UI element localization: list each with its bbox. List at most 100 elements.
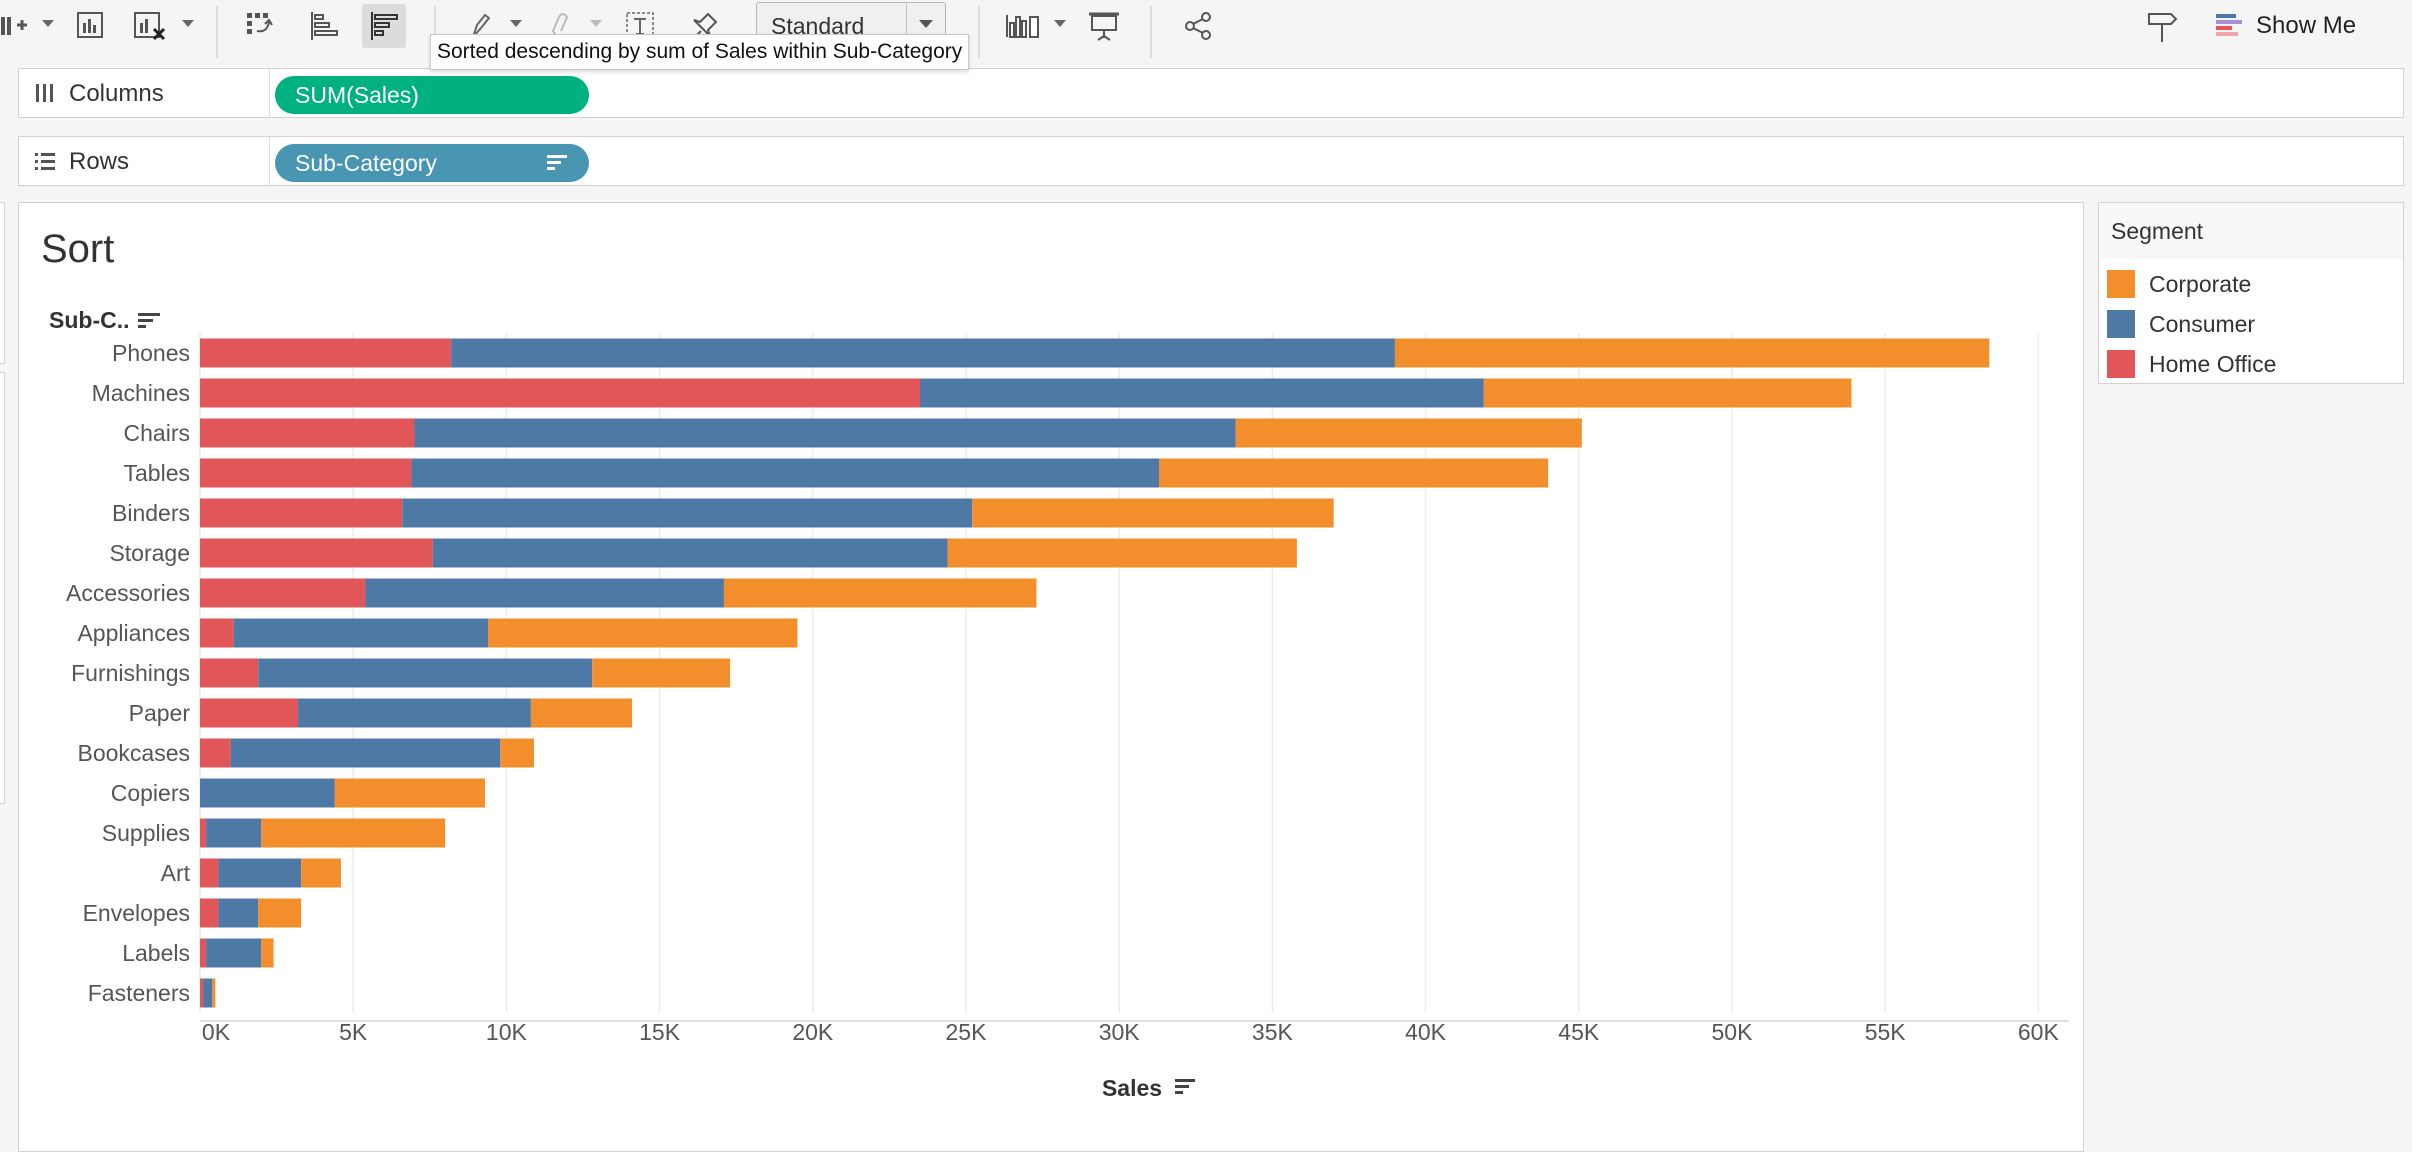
x-tick-label: 50K (1711, 1019, 1753, 1045)
legend-label: Home Office (2149, 350, 2277, 377)
bar-consumer (365, 578, 724, 608)
show-me-button[interactable]: Show Me (2214, 8, 2356, 44)
swap-rows-columns-icon[interactable] (238, 4, 282, 48)
category-label: Paper (129, 700, 191, 726)
left-pane-edge (0, 372, 5, 804)
bar-consumer (432, 538, 948, 568)
rows-shelf[interactable]: Rows Sub-Category (18, 136, 2404, 186)
bar-corporate (1394, 338, 1990, 368)
rows-label: Rows (69, 148, 130, 175)
bar-corporate (1483, 378, 1852, 408)
bar-corporate (530, 698, 633, 728)
x-tick-label: 35K (1252, 1019, 1294, 1045)
bar-home-office (200, 978, 204, 1008)
category-label: Tables (124, 460, 190, 486)
bar-consumer (233, 618, 489, 648)
legend-swatch (2107, 310, 2135, 338)
category-label: Storage (109, 540, 190, 566)
bar-home-office (200, 738, 231, 768)
signpost-icon[interactable] (2140, 4, 2184, 48)
sort-descending-icon[interactable] (137, 312, 160, 330)
x-tick-label: 15K (639, 1019, 681, 1045)
legend-item-consumer[interactable]: Consumer (2107, 309, 2255, 339)
category-label: Labels (122, 940, 190, 966)
category-label: Appliances (77, 620, 190, 646)
sub-category-pill[interactable]: Sub-Category (275, 144, 589, 182)
sort-descending-icon[interactable] (362, 4, 406, 48)
new-worksheet-icon[interactable] (0, 4, 36, 48)
presentation-mode-icon[interactable] (1082, 4, 1126, 48)
category-label: Supplies (102, 820, 190, 846)
segment-legend: Segment Corporate Consumer Home Office (2098, 202, 2404, 384)
clear-sheet-icon[interactable] (128, 4, 172, 48)
rows-shelf-caption: Rows (19, 137, 270, 185)
category-label: Furnishings (71, 660, 190, 686)
bar-home-office (200, 818, 207, 848)
sort-descending-icon (547, 155, 567, 170)
show-me-icon (2216, 14, 2242, 36)
bar-consumer (206, 938, 262, 968)
bar-home-office (200, 578, 366, 608)
x-tick-label: 25K (946, 1019, 988, 1045)
group-members-icon[interactable] (538, 4, 582, 48)
toolbar-divider (216, 6, 218, 58)
legend-item-corporate[interactable]: Corporate (2107, 269, 2251, 299)
show-cards-dropdown-icon[interactable] (1052, 10, 1068, 38)
category-label: Accessories (66, 580, 190, 606)
bar-home-office (200, 898, 219, 928)
bar-home-office (200, 378, 921, 408)
x-axis-title: Sales (1102, 1075, 1162, 1101)
bar-consumer (402, 498, 973, 528)
bar-corporate (261, 818, 446, 848)
bar-corporate (1235, 418, 1582, 448)
x-tick-label: 45K (1558, 1019, 1600, 1045)
sort-tooltip: Sorted descending by sum of Sales within… (430, 34, 970, 70)
legend-item-home-office[interactable]: Home Office (2107, 349, 2276, 379)
sub-category-pill-label: Sub-Category (295, 150, 437, 176)
group-dropdown-icon[interactable] (588, 10, 604, 38)
highlight-dropdown-icon[interactable] (508, 10, 524, 38)
legend-title: Segment (2099, 203, 2403, 259)
bar-consumer (298, 698, 531, 728)
clear-sheet-dropdown-icon[interactable] (180, 10, 196, 38)
bar-consumer (218, 858, 302, 888)
category-label: Chairs (124, 420, 190, 446)
bar-corporate (488, 618, 798, 648)
x-tick-label: 20K (792, 1019, 834, 1045)
bar-consumer (258, 658, 593, 688)
x-tick-label: 55K (1865, 1019, 1907, 1045)
row-header-label: Sub-C.. (49, 307, 130, 333)
bar-home-office (200, 858, 219, 888)
sort-ascending-icon[interactable] (302, 4, 346, 48)
sheet-title: Sort (41, 227, 115, 271)
chevron-down-icon[interactable] (906, 3, 945, 45)
share-icon[interactable] (1176, 4, 1220, 48)
bar-corporate (258, 898, 302, 928)
worksheet-view: Sort Sub-C.. Phones Machines Chairs Tables B… (18, 202, 2084, 1152)
new-worksheet-dropdown-icon[interactable] (40, 10, 56, 38)
bar-consumer (414, 418, 1236, 448)
bar-home-office (200, 698, 299, 728)
bar-consumer (206, 818, 262, 848)
row-header[interactable]: Sub-C.. (49, 307, 160, 334)
bar-corporate (723, 578, 1037, 608)
columns-shelf[interactable]: Columns SUM(Sales) (18, 68, 2404, 118)
bar-home-office (200, 658, 259, 688)
toolbar-divider (434, 6, 436, 58)
toolbar-divider (978, 6, 980, 58)
show-cards-icon[interactable] (1000, 4, 1044, 48)
x-tick-label: 30K (1099, 1019, 1141, 1045)
sum-sales-pill[interactable]: SUM(Sales) (275, 76, 589, 114)
toolbar: Standard Show Me (0, 0, 2412, 58)
bar-corporate (334, 778, 485, 808)
x-tick-label: 10K (486, 1019, 528, 1045)
x-tick-label: 40K (1405, 1019, 1447, 1045)
duplicate-sheet-icon[interactable] (68, 4, 112, 48)
bar-home-office (200, 458, 412, 488)
sort-descending-icon[interactable] (1175, 1079, 1195, 1094)
highlight-pen-icon[interactable] (458, 4, 502, 48)
stacked-bar-chart: Phones Machines Chairs Tables Binders Storage… (66, 333, 2069, 1101)
legend-swatch (2107, 270, 2135, 298)
bar-home-office (200, 338, 452, 368)
bar-corporate (212, 978, 216, 1008)
